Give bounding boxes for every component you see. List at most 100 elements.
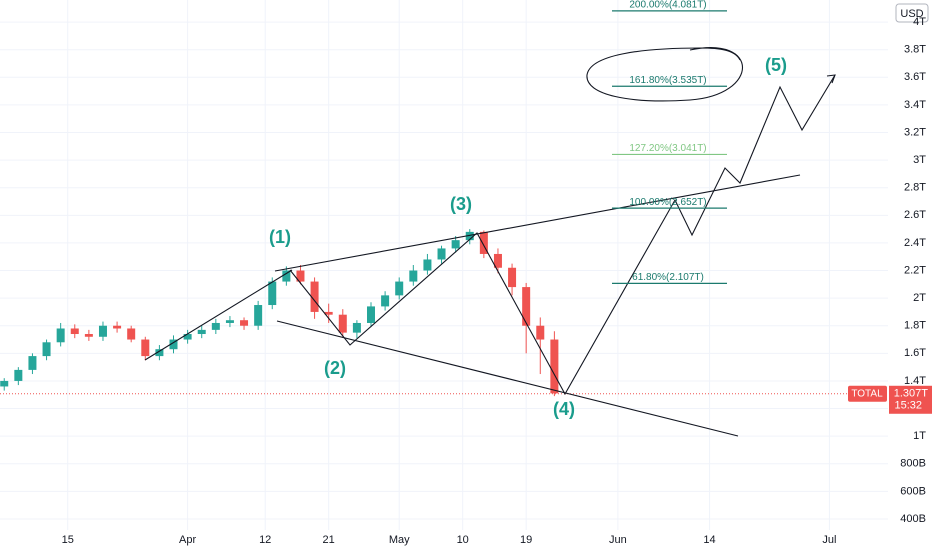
fib-label: 161.80%(3.535T) <box>629 75 706 86</box>
candle-body <box>324 311 333 315</box>
candle-body <box>127 328 136 340</box>
fib-label: 61.80%(2.107T) <box>632 272 704 283</box>
x-tick-label: 21 <box>323 534 335 546</box>
x-tick-label: May <box>389 534 410 546</box>
candle-body <box>296 270 305 282</box>
candle-body <box>536 325 545 340</box>
candle-body <box>84 334 93 337</box>
price-axis <box>888 0 932 550</box>
y-tick-label: 600B <box>900 485 926 497</box>
y-tick-label: 3.8T <box>904 44 926 56</box>
trend-line <box>276 320 739 437</box>
x-tick-label: 19 <box>520 534 532 546</box>
countdown: 15:32 <box>894 400 922 412</box>
candle-body <box>56 328 65 343</box>
y-tick-label: 1.4T <box>904 375 926 387</box>
price-tag <box>889 385 932 414</box>
candle-body <box>0 380 9 387</box>
candle-body <box>155 349 164 357</box>
fib-label: 100.00%(2.652T) <box>629 197 706 208</box>
candle-body <box>183 334 192 340</box>
candle-body <box>550 339 559 394</box>
candle-body <box>98 325 107 337</box>
candle-body <box>352 322 361 333</box>
x-tick-label: Jul <box>822 534 836 546</box>
hand-circle <box>586 47 743 102</box>
candle-body <box>225 320 234 323</box>
y-tick-label: 2.6T <box>904 209 926 221</box>
arrow-head <box>826 74 836 84</box>
trend-line <box>274 174 801 272</box>
candle-body <box>423 259 432 271</box>
currency: USD <box>900 8 923 20</box>
candle-body <box>508 267 517 288</box>
candle-body <box>42 342 51 357</box>
y-tick-label: 3T <box>913 154 926 166</box>
trend-line <box>144 269 293 361</box>
wave-label: (1) <box>269 227 291 247</box>
candle-body <box>113 325 122 329</box>
candle-body <box>211 322 220 330</box>
candle-body <box>169 339 178 350</box>
symbol-label: TOTAL <box>851 388 883 399</box>
candle-body <box>409 270 418 282</box>
y-tick-label: 1.6T <box>904 347 926 359</box>
candle-body <box>479 231 488 254</box>
candle-body <box>268 281 277 306</box>
candle-body <box>141 339 150 357</box>
candles <box>0 229 559 397</box>
y-tick-label: 2.2T <box>904 264 926 276</box>
candle-body <box>310 281 319 312</box>
x-tick-label: 12 <box>259 534 271 546</box>
symbol-tag <box>848 385 887 402</box>
candle-body <box>381 295 390 307</box>
candle-body <box>282 270 291 282</box>
x-tick-label: 15 <box>62 534 74 546</box>
y-tick-label: 2.4T <box>904 237 926 249</box>
candle-body <box>197 329 206 335</box>
candle-body <box>28 356 37 370</box>
fib-label: 127.20%(3.041T) <box>629 143 706 154</box>
x-tick-label: Apr <box>179 534 196 546</box>
price-label: 1.307T <box>894 388 929 400</box>
candle-body <box>465 231 474 241</box>
x-tick-label: Jun <box>609 534 627 546</box>
time-axis <box>0 530 888 550</box>
candle-body <box>70 328 79 335</box>
drawings <box>144 47 836 437</box>
y-tick-label: 3.2T <box>904 126 926 138</box>
candle-body <box>254 305 263 326</box>
x-tick-label: 10 <box>457 534 469 546</box>
axes: 400B600B800B1T1.2T1.4T1.6T1.8T2T2.2T2.4T… <box>62 16 932 546</box>
y-tick-label: 400B <box>900 513 926 525</box>
y-tick-label: 800B <box>900 458 926 470</box>
candle-body <box>451 240 460 249</box>
y-tick-label: 1.8T <box>904 320 926 332</box>
candle-body <box>493 253 502 268</box>
wave-label: (5) <box>765 55 787 75</box>
candle-body <box>240 320 249 326</box>
y-tick-label: 2T <box>913 292 926 304</box>
fib-levels: 200.00%(4.081T) 161.80%(3.535T) 127.20%(3.… <box>612 0 727 284</box>
wave-path <box>289 74 836 396</box>
y-tick-label: 4T <box>913 16 926 28</box>
x-tick-label: 14 <box>703 534 715 546</box>
candle-body <box>14 369 23 381</box>
candle-body <box>522 287 531 326</box>
currency-box[interactable] <box>895 3 929 23</box>
fib-label: 200.00%(4.081T) <box>629 0 706 11</box>
candle-body <box>437 248 446 260</box>
y-tick-label: 2.8T <box>904 182 926 194</box>
candle-body <box>338 314 347 333</box>
y-tick-label: 1T <box>913 430 926 442</box>
candle-body <box>366 306 375 323</box>
y-tick-label: 3.6T <box>904 71 926 83</box>
wave-label: (4) <box>553 399 575 419</box>
wave-label: (3) <box>450 194 472 214</box>
grid <box>0 0 888 530</box>
wave-label: (2) <box>324 358 346 378</box>
candle-body <box>395 281 404 296</box>
y-tick-label: 3.4T <box>904 99 926 111</box>
